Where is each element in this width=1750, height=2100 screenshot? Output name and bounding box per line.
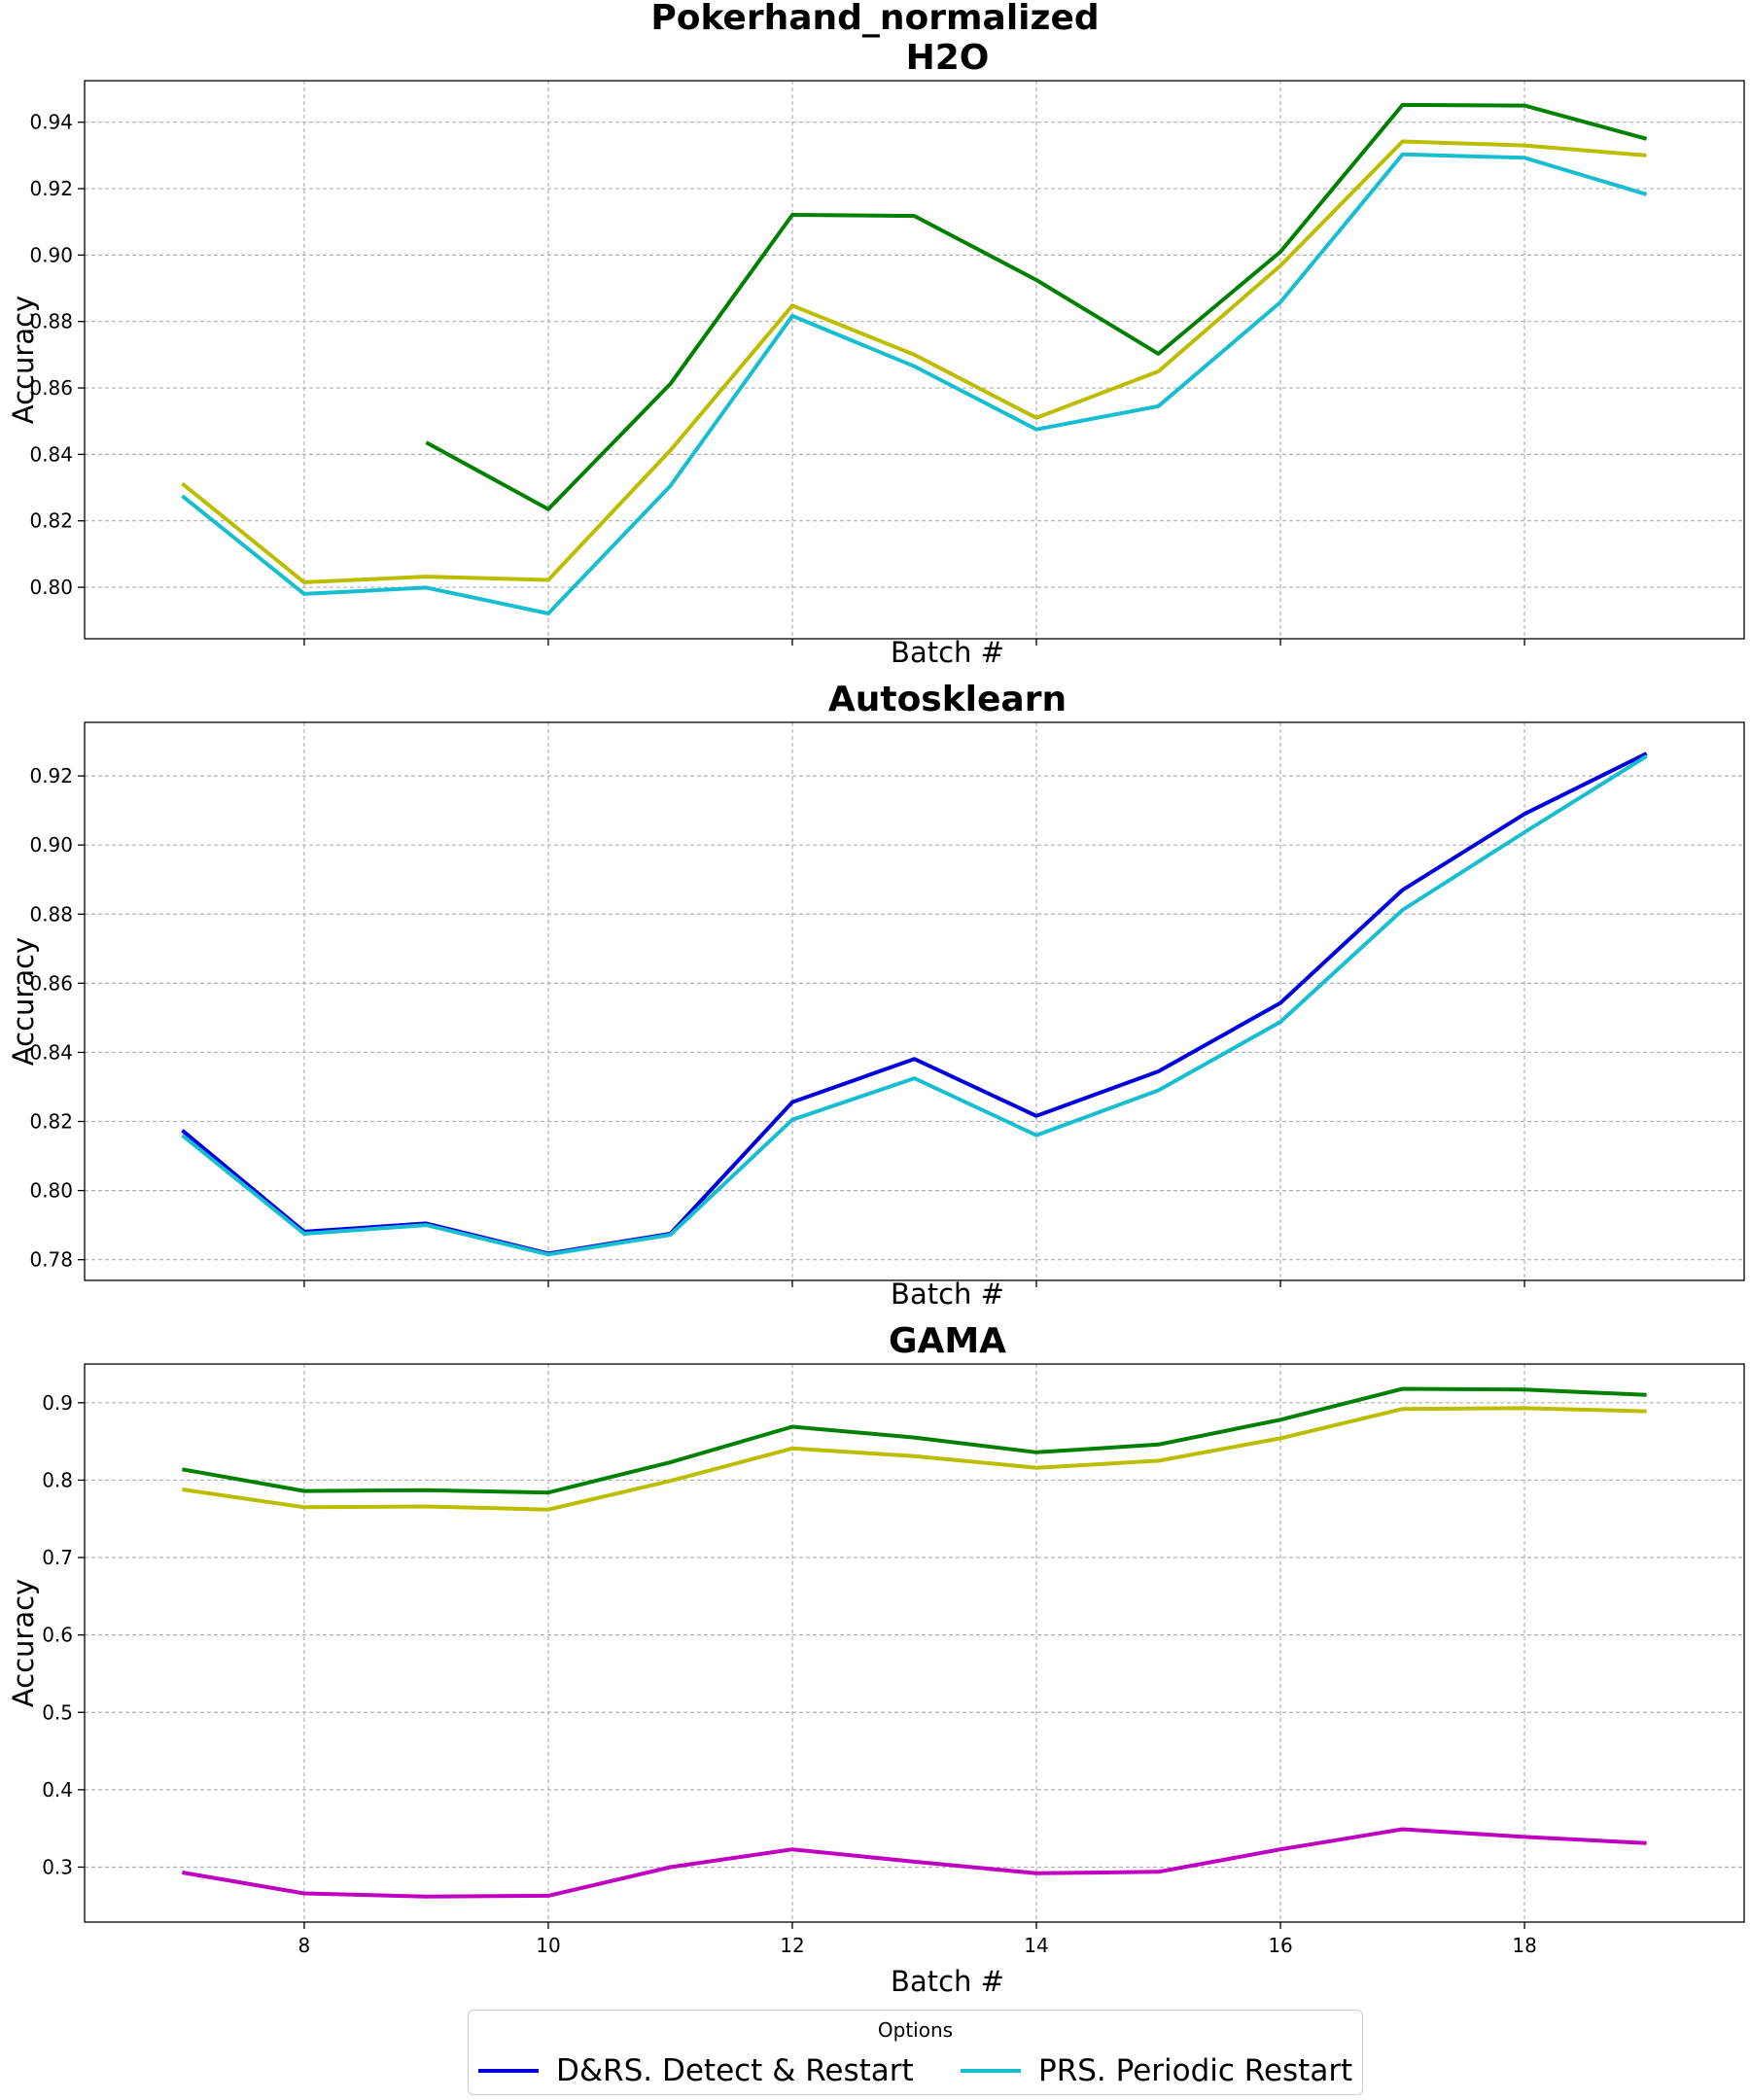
h2o-ytick-label: 0.90	[29, 243, 73, 266]
autosklearn-subplot: 0.78 0.80 0.82 0.84 0.86 0.88 0.90 0.92 Autoskle…	[7, 680, 1745, 1311]
autosklearn-ytick-label: 0.92	[29, 764, 73, 788]
h2o-ytick-label: 0.86	[29, 376, 73, 400]
h2o-axes-frame	[84, 80, 1745, 640]
legend-label-detect-restart: D&RS. Detect & Restart	[556, 2053, 914, 2088]
gama-xtick-label: 12	[780, 1934, 804, 1957]
gama-xtick-label: 10	[536, 1934, 560, 1957]
gama-axes-frame	[84, 1363, 1745, 1923]
autosklearn-ylabel: Accuracy	[7, 937, 40, 1066]
gama-xtick-label: 14	[1024, 1934, 1048, 1957]
autosklearn-xlabel: Batch #	[891, 1278, 1004, 1311]
legend-item-detect-restart: D&RS. Detect & Restart	[478, 2051, 914, 2090]
h2o-ytick-label: 0.80	[29, 576, 73, 599]
legend: Options D&RS. Detect & Restart PRS. Peri…	[468, 2010, 1363, 2095]
h2o-series-line-2	[181, 152, 1648, 615]
h2o-ytick-label: 0.84	[29, 442, 73, 466]
h2o-subplot: 0.80 0.82 0.84 0.86 0.88 0.90 0.92 0.94 H2O Batch…	[7, 38, 1745, 669]
h2o-ytick-label: 0.92	[29, 177, 73, 200]
figure-title: Pokerhand_normalized	[650, 0, 1099, 38]
legend-swatch-periodic-restart	[961, 2069, 1021, 2073]
autosklearn-series-line-0	[181, 752, 1648, 1256]
gama-ytick-label: 0.5	[42, 1700, 73, 1724]
h2o-ytick-label: 0.82	[29, 509, 73, 533]
autosklearn-axes-frame	[84, 721, 1745, 1281]
autosklearn-series-line-1	[181, 754, 1648, 1257]
gama-xtick-label: 16	[1268, 1934, 1292, 1957]
autosklearn-ytick-label: 0.78	[29, 1248, 73, 1272]
gama-xlabel: Batch #	[891, 1965, 1004, 1998]
legend-item-periodic-restart: PRS. Periodic Restart	[961, 2051, 1352, 2090]
subplots: 0.800.820.840.860.880.900.920.94H2OBatch…	[7, 38, 1745, 1998]
h2o-series-line-1	[181, 139, 1647, 584]
gama-series-line-1	[182, 1406, 1647, 1512]
legend-swatch-detect-restart	[478, 2069, 539, 2073]
autosklearn-ytick-label: 0.84	[29, 1040, 73, 1064]
gama-xtick-label: 8	[298, 1934, 311, 1957]
legend-label-periodic-restart: PRS. Periodic Restart	[1038, 2053, 1353, 2088]
autosklearn-title: Autosklearn	[828, 680, 1067, 719]
gama-series-line-2	[182, 1827, 1647, 1899]
gama-title: GAMA	[889, 1321, 1006, 1361]
autosklearn-ytick-label: 0.80	[29, 1179, 73, 1203]
autosklearn-ytick-label: 0.88	[29, 902, 73, 926]
autosklearn-ytick-label: 0.86	[29, 971, 73, 995]
gama-series-line-0	[182, 1386, 1647, 1495]
h2o-ytick-label: 0.94	[29, 111, 73, 134]
legend-title: Options	[877, 2018, 954, 2042]
gama-xtick-label: 18	[1512, 1934, 1536, 1957]
h2o-ylabel: Accuracy	[7, 296, 40, 424]
gama-ytick-label: 0.9	[42, 1391, 73, 1415]
h2o-series-line-0	[425, 102, 1648, 511]
autosklearn-ytick-label: 0.82	[29, 1110, 73, 1134]
h2o-title: H2O	[906, 38, 990, 78]
gama-ytick-label: 0.3	[42, 1855, 73, 1878]
gama-ytick-label: 0.7	[42, 1546, 73, 1569]
gama-ytick-label: 0.6	[42, 1624, 73, 1647]
autosklearn-ytick-label: 0.90	[29, 833, 73, 857]
h2o-xlabel: Batch #	[891, 636, 1004, 669]
h2o-ytick-label: 0.88	[29, 310, 73, 333]
gama-ytick-label: 0.8	[42, 1468, 73, 1491]
gama-ylabel: Accuracy	[7, 1579, 40, 1707]
gama-ytick-label: 0.4	[42, 1778, 73, 1802]
gama-subplot: 8 10 12 14 16 18 0.3 0.4 0.5 0.6 0.7 0.8 0.9 GAMA Batc…	[7, 1321, 1745, 1998]
